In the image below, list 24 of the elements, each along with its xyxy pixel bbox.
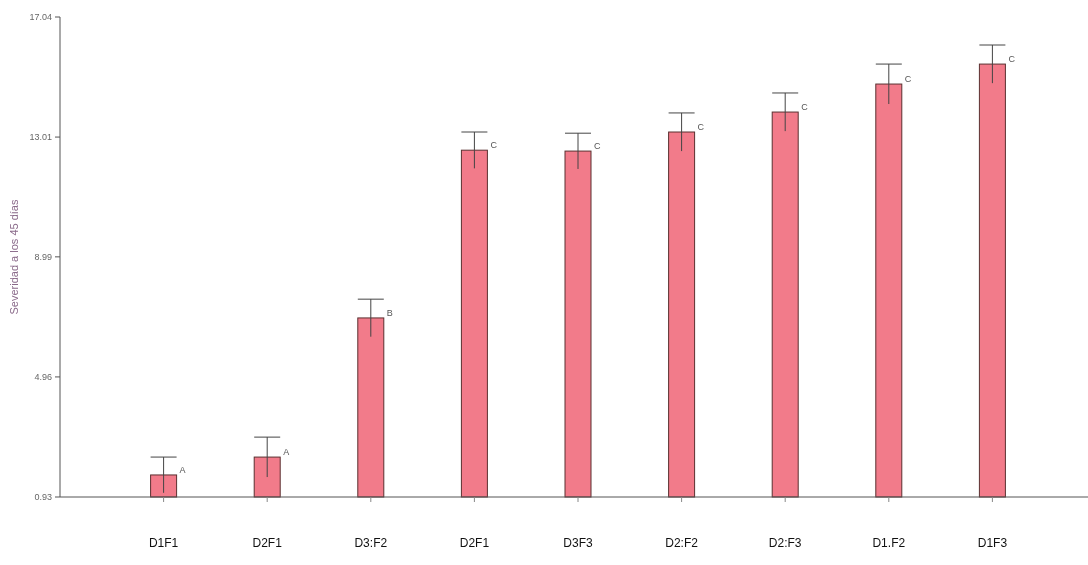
data-label: C: [801, 102, 809, 113]
y-tick-label: 0.93: [34, 492, 52, 503]
x-tick-label: D3:F2: [354, 536, 388, 550]
data-label: C: [697, 122, 705, 133]
y-tick-label: 8.99: [34, 252, 52, 262]
data-label: C: [594, 141, 601, 152]
data-label: C: [1008, 54, 1016, 65]
x-tick-label: D2F1: [459, 536, 490, 550]
data-label: A: [283, 447, 290, 458]
x-tick-label: D1.F2: [872, 536, 906, 550]
y-axis-title: Severidad a los 45 días: [8, 199, 20, 315]
x-tick-label: D2F1: [252, 536, 283, 550]
x-tick-label: D2:F2: [665, 536, 699, 550]
y-tick-label: 17.04: [29, 12, 52, 23]
y-tick-label: 13.01: [29, 132, 52, 143]
x-tick-label: D3F3: [563, 536, 593, 550]
x-tick-label: D1F1: [148, 536, 179, 550]
data-label: C: [904, 74, 912, 85]
x-tick-label: D1F3: [977, 536, 1008, 550]
data-label: B: [386, 307, 393, 318]
data-label: A: [179, 464, 186, 475]
y-tick-label: 4.96: [34, 372, 52, 383]
x-tick-label: D2:F3: [768, 536, 802, 550]
data-label: C: [490, 140, 498, 151]
